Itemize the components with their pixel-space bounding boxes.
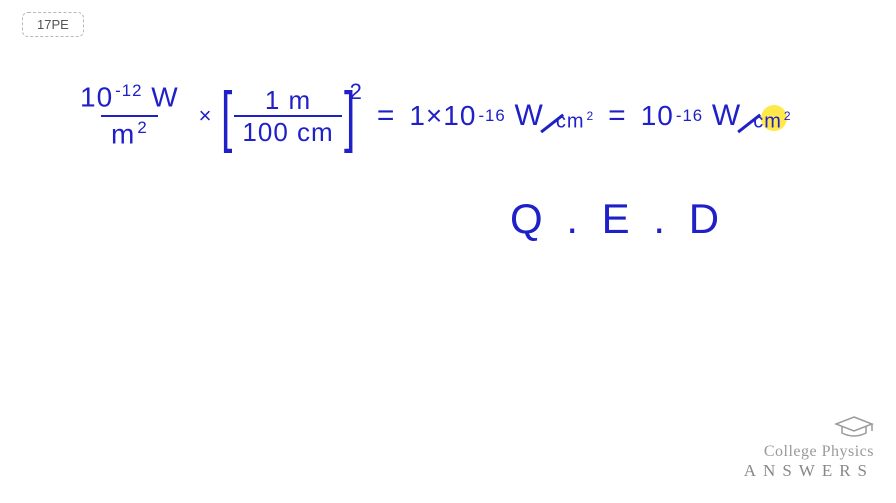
result2-unit-exp: 2 (784, 109, 792, 123)
result1-exp: -16 (478, 106, 505, 126)
result2: 10-16 W cm2 (641, 99, 792, 134)
result1: 1×10-16 W cm2 (409, 99, 594, 134)
problem-badge: 17PE (22, 12, 84, 37)
bracket-left: [ (220, 86, 232, 147)
term1-denominator: m2 (101, 115, 158, 152)
term1-fraction: 10-12 W m2 (74, 80, 185, 152)
badge-label: 17PE (37, 17, 69, 32)
bracket-den: 100 cm (234, 115, 341, 148)
result2-exp: -16 (676, 106, 703, 126)
result2-unit-base: cm (753, 110, 782, 132)
footer-line2: ANSWERS (744, 461, 874, 481)
equals-1: = (377, 99, 396, 133)
term1-den-base: m (111, 118, 135, 149)
bracket-num: 1 m (257, 85, 319, 116)
result1-coef: 1×10 (409, 100, 476, 132)
qed-label: Q . E . D (510, 195, 725, 243)
result1-unit: W cm2 (514, 99, 594, 134)
term1-exp: -12 (115, 81, 142, 100)
term1-den-exp: 2 (137, 118, 147, 137)
term1-symbol: W (151, 81, 178, 112)
result2-unit: W cm2 (712, 99, 792, 134)
result2-coef: 10 (641, 100, 674, 132)
bracket-fraction: 1 m 100 cm (234, 85, 341, 148)
term1-numerator: 10-12 W (74, 80, 185, 115)
result1-unit-exp: 2 (586, 109, 594, 123)
equation: 10-12 W m2 × [ 1 m 100 cm ] 2 = 1×10-16 … (70, 80, 792, 152)
graduation-cap-icon (744, 415, 874, 439)
result1-unit-top: W (514, 99, 543, 133)
footer-logo: College Physics ANSWERS (744, 415, 874, 481)
result2-unit-bottom: cm2 (753, 109, 791, 134)
bracket-right: ] (344, 86, 356, 147)
result2-unit-top: W (712, 99, 741, 133)
equals-2: = (608, 99, 627, 133)
footer-line1: College Physics (744, 443, 874, 461)
bracket-term: [ 1 m 100 cm ] 2 (223, 85, 363, 148)
multiply-symbol: × (199, 103, 213, 129)
